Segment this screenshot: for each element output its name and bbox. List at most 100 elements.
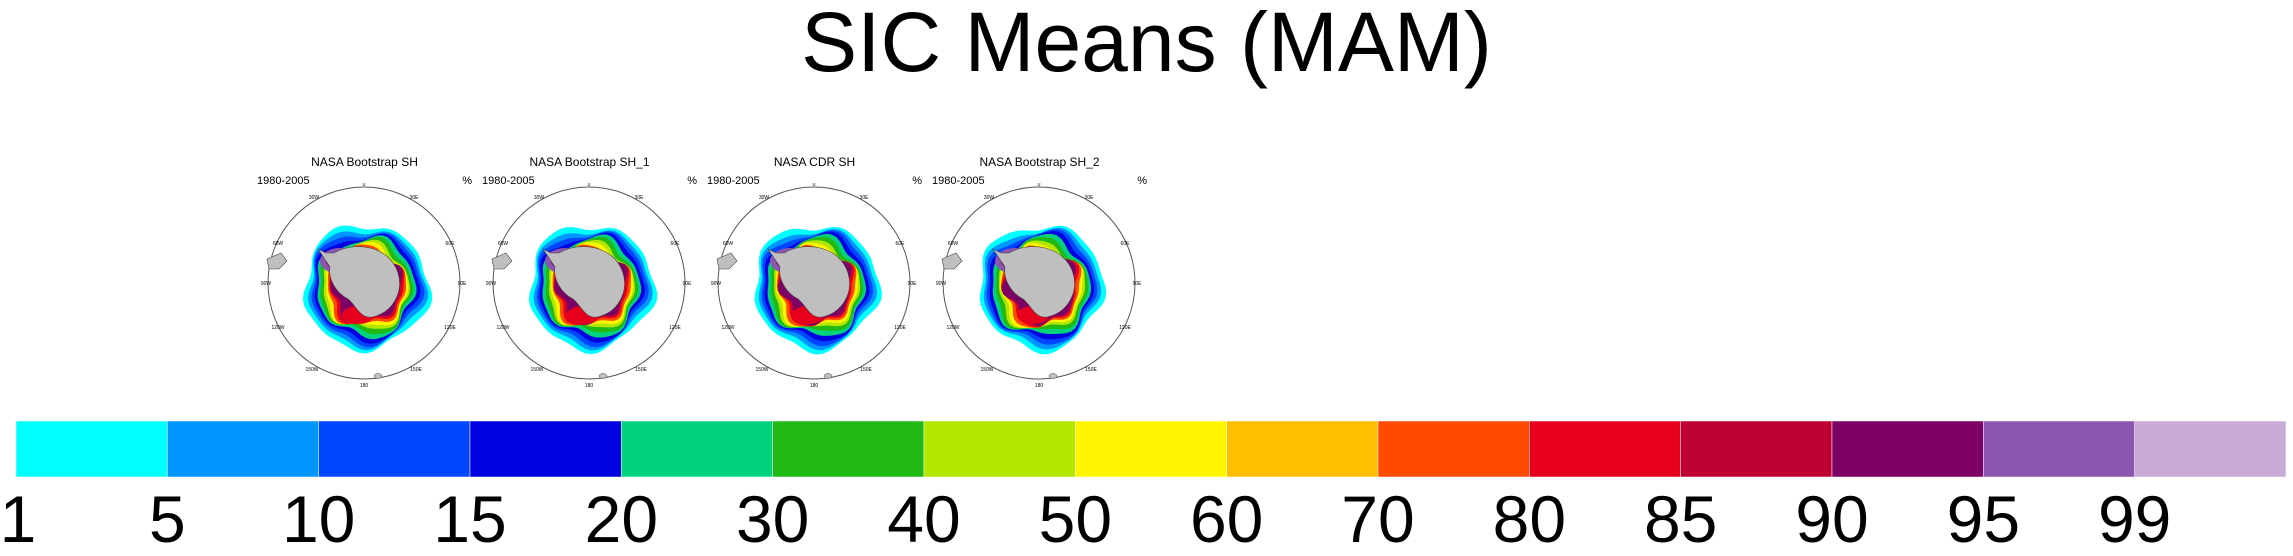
longitude-label: 150E — [860, 367, 872, 373]
colorbar-tick-label: 80 — [1492, 482, 1567, 556]
longitude-label: 90W — [261, 281, 272, 287]
panel-title: NASA CDR SH — [773, 155, 856, 169]
south-america-landmass — [941, 252, 963, 270]
longitude-label: 90E — [1133, 281, 1143, 287]
colorbar-tick-label: 30 — [735, 482, 810, 556]
longitude-label: 60E — [446, 241, 456, 247]
colorbar-box — [2134, 421, 2286, 477]
colorbar-box — [1529, 421, 1681, 477]
longitude-label: 120E — [444, 325, 456, 331]
longitude-label: 0 — [588, 183, 591, 188]
colorbar-tick-label: 20 — [584, 482, 659, 556]
longitude-label: 120E — [669, 325, 681, 331]
antarctica-landmass — [542, 246, 625, 318]
longitude-label: 30E — [1085, 195, 1095, 201]
colorbar-tick-label: 5 — [148, 482, 186, 556]
island-landmass — [823, 373, 833, 379]
map-panel: NASA Bootstrap SH_2 1980-2005% 0 30W 30E 60W 6… — [932, 155, 1147, 388]
longitude-label: 150E — [1085, 367, 1097, 373]
panel-period: 1980-2005 — [707, 175, 760, 187]
longitude-label: 150E — [410, 367, 422, 373]
page-title: SIC Means (MAM) — [801, 0, 1492, 89]
colorbar-box — [318, 421, 471, 477]
antarctica-landmass — [317, 246, 400, 318]
map-panel: NASA Bootstrap SH 1980-2005% 0 30W 30E 60W 60E… — [257, 155, 472, 388]
longitude-label: 0 — [813, 183, 816, 188]
longitude-label: 120W — [271, 325, 284, 331]
south-america-landmass — [266, 252, 288, 270]
colorbar-tick-label: 40 — [887, 482, 961, 556]
island-landmass — [598, 373, 608, 379]
longitude-label: 120W — [496, 325, 509, 331]
polar-map: 0 30W 30E 60W 60E 90W 90E 120W 120E 150W 150E 180 — [261, 183, 468, 388]
longitude-label: 60W — [948, 241, 959, 247]
colorbar-box — [469, 421, 622, 477]
map-panel: NASA CDR SH 1980-2005% 0 30W 30E 60W 60E 90W 90E… — [707, 155, 922, 388]
polar-map: 0 30W 30E 60W 60E 90W 90E 120W 120E 150W 150E 180 — [711, 183, 918, 388]
south-america-landmass — [491, 252, 513, 270]
longitude-label: 150W — [305, 367, 318, 373]
longitude-label: 90E — [458, 281, 468, 287]
antarctica-landmass — [767, 246, 850, 318]
island-landmass — [373, 373, 383, 379]
longitude-label: 90W — [711, 281, 722, 287]
colorbar-tick-label: 50 — [1038, 482, 1113, 556]
panel-title: NASA Bootstrap SH_1 — [529, 155, 650, 169]
longitude-label: 90W — [936, 281, 947, 287]
south-america-landmass — [716, 252, 738, 270]
longitude-label: 30W — [759, 195, 770, 201]
longitude-label: 30E — [410, 195, 420, 201]
longitude-label: 150W — [755, 367, 768, 373]
panel-unit: % — [462, 175, 472, 187]
panel-title: NASA Bootstrap SH — [311, 155, 418, 169]
longitude-label: 90E — [683, 281, 693, 287]
map-panel: NASA Bootstrap SH_1 1980-2005% 0 30W 30E 60W 6… — [482, 155, 697, 388]
longitude-label: 60W — [723, 241, 734, 247]
colorbar-box — [167, 421, 319, 477]
longitude-label: 180 — [585, 383, 594, 388]
colorbar-box — [1075, 421, 1227, 477]
longitude-label: 150W — [530, 367, 543, 373]
longitude-label: 30W — [309, 195, 320, 201]
colorbar-box — [1680, 421, 1833, 477]
longitude-label: 60E — [896, 241, 906, 247]
longitude-label: 120E — [894, 325, 906, 331]
island-landmass — [1048, 373, 1058, 379]
longitude-label: 60E — [671, 241, 681, 247]
panel-unit: % — [1137, 175, 1147, 187]
panel-unit: % — [912, 175, 922, 187]
colorbar-tick-label: 85 — [1643, 482, 1718, 556]
colorbar — [16, 421, 2286, 477]
colorbar-box — [923, 421, 1076, 477]
longitude-label: 30E — [635, 195, 645, 201]
colorbar-tick-label: 15 — [433, 482, 507, 556]
colorbar-box — [772, 421, 925, 477]
colorbar-tick-label: 90 — [1795, 482, 1869, 556]
longitude-label: 30W — [534, 195, 545, 201]
panel-unit: % — [687, 175, 697, 187]
colorbar-tick-label: 1 — [0, 482, 37, 556]
colorbar-box — [16, 421, 168, 477]
longitude-label: 180 — [1035, 383, 1044, 388]
colorbar-box — [1377, 421, 1530, 477]
colorbar-box — [1831, 421, 1984, 477]
longitude-label: 30E — [860, 195, 870, 201]
colorbar-box — [1983, 421, 2135, 477]
longitude-label: 90E — [908, 281, 918, 287]
polar-map: 0 30W 30E 60W 60E 90W 90E 120W 120E 150W 150E 180 — [486, 183, 693, 388]
longitude-label: 120E — [1119, 325, 1131, 331]
longitude-label: 120W — [946, 325, 959, 331]
longitude-label: 150E — [635, 367, 647, 373]
longitude-label: 180 — [360, 383, 369, 388]
panel-title: NASA Bootstrap SH_2 — [979, 155, 1100, 169]
panel-period: 1980-2005 — [257, 175, 310, 187]
colorbar-box — [621, 421, 773, 477]
longitude-label: 0 — [363, 183, 366, 188]
colorbar-box — [1226, 421, 1379, 477]
colorbar-tick-label: 10 — [281, 482, 356, 556]
antarctica-landmass — [992, 246, 1075, 318]
colorbar-tick-label: 99 — [2097, 482, 2172, 556]
longitude-label: 120W — [721, 325, 734, 331]
polar-map: 0 30W 30E 60W 60E 90W 90E 120W 120E 150W 150E 180 — [936, 183, 1143, 388]
longitude-label: 90W — [486, 281, 497, 287]
